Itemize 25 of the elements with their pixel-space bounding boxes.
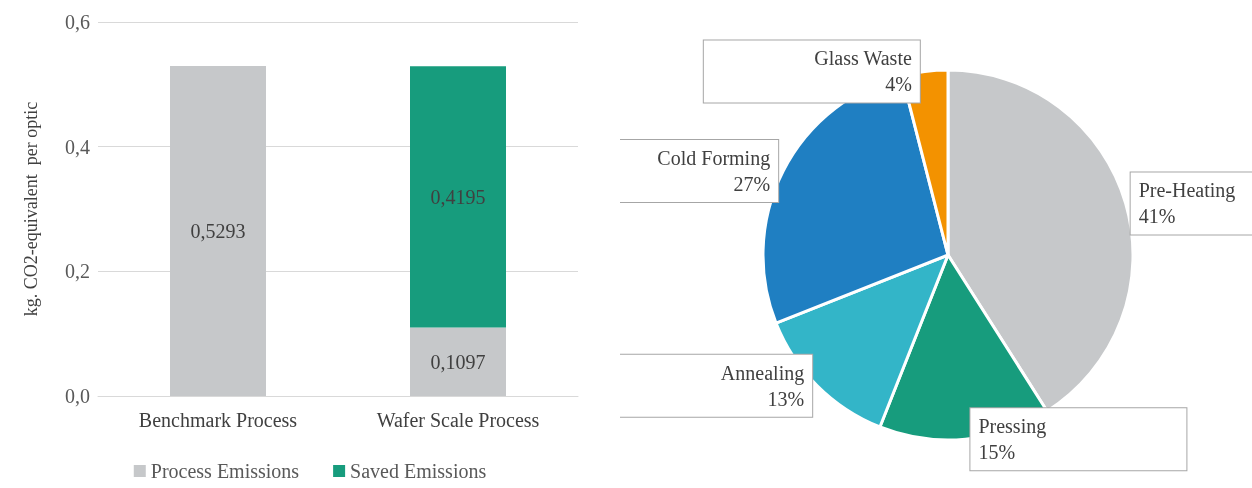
y-axis-title: kg. CO2-equivalent per optic — [21, 101, 41, 317]
y-tick-label: 0,0 — [65, 385, 90, 407]
slice-label: Pressing — [978, 415, 1047, 439]
data-label: 4% — [885, 73, 912, 96]
y-tick-label: 0,2 — [65, 260, 90, 283]
data-label: 0,1097 — [430, 350, 486, 373]
bar — [410, 66, 506, 328]
y-tick-label: 0,4 — [65, 135, 90, 158]
slice-label: Pre-Heating — [1138, 179, 1236, 203]
data-label: 41% — [1138, 205, 1176, 228]
legend-label: Process Emissions — [150, 460, 300, 482]
data-label: 13% — [767, 387, 805, 410]
data-label: 0,4195 — [430, 185, 486, 208]
y-tick-label: 0,6 — [65, 11, 90, 33]
slice-label: Glass Waste — [814, 47, 912, 70]
data-label: 0,5293 — [190, 220, 246, 243]
slice-label: Annealing — [720, 361, 805, 385]
x-tick-label: Benchmark Process — [138, 409, 298, 431]
legend-label: Saved Emissions — [350, 460, 487, 482]
bar — [170, 66, 266, 396]
data-label: 15% — [978, 441, 1016, 464]
slice-label: Cold Forming — [657, 147, 771, 171]
x-tick-label: Wafer Scale Process — [376, 409, 540, 431]
bar — [410, 327, 506, 396]
data-label: 27% — [733, 173, 771, 196]
